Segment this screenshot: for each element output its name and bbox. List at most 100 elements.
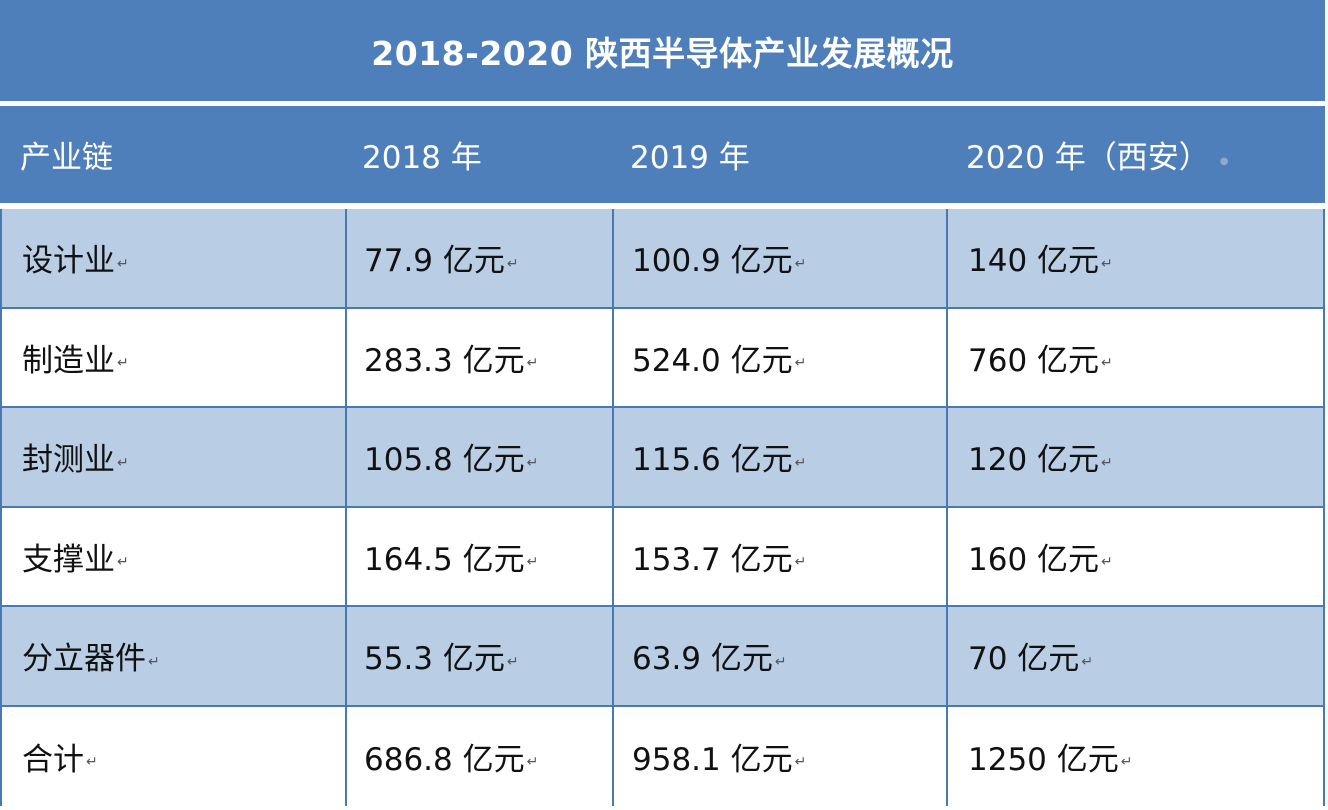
row-label: 分立器件 [22,641,146,678]
value-cell: 115.6 亿元 ↵ [632,408,806,506]
column-divider [345,408,347,506]
cell-value: 1250 亿元 [968,741,1119,778]
value-cell: 524.0 亿元 ↵ [632,309,806,407]
row-label: 制造业 [22,342,115,379]
cell-value: 140 亿元 [968,243,1100,280]
row-label-cell: 制造业 ↵ [22,309,129,407]
column-divider [946,408,948,506]
paragraph-mark-icon: ↵ [1120,754,1133,771]
column-divider [612,607,614,705]
table-title: 2018-2020 陕西半导体产业发展概况 [0,0,1325,101]
value-cell: 1250 亿元 ↵ [968,707,1132,807]
table-row: 支撑业 ↵ 164.5 亿元 ↵ 153.7 亿元 ↵ 160 亿元 ↵ [2,507,1323,607]
column-divider [612,507,614,605]
column-divider [946,507,948,605]
paragraph-mark-icon: ↵ [526,454,539,471]
value-cell: 55.3 亿元 ↵ [364,607,519,705]
title-separator [0,101,1325,106]
table-row: 分立器件 ↵ 55.3 亿元 ↵ 63.9 亿元 ↵ 70 亿元 ↵ [2,607,1323,707]
table-body: 设计业 ↵ 77.9 亿元 ↵ 100.9 亿元 ↵ 140 亿元 ↵ 制造业 ↵ 283.3 亿元… [0,209,1325,806]
column-divider [345,507,347,605]
cell-value: 115.6 亿元 [632,442,793,479]
header-separator [0,203,1325,209]
cell-value: 760 亿元 [968,342,1100,379]
column-divider [946,209,948,307]
paragraph-mark-icon: ↵ [526,754,539,771]
header-cell-2018: 2018 年 [362,106,482,203]
header-label: 2018 年 [362,140,482,176]
value-cell: 283.3 亿元 ↵ [364,309,538,407]
paragraph-mark-icon: ↵ [794,355,807,372]
column-divider [345,209,347,307]
cell-value: 686.8 亿元 [364,741,525,778]
value-cell: 63.9 亿元 ↵ [632,607,787,705]
value-cell: 686.8 亿元 ↵ [364,707,538,807]
header-label: 产业链 [20,140,113,176]
paragraph-mark-icon: ↵ [117,454,129,471]
row-label-cell: 封测业 ↵ [22,408,129,506]
header-cell-2020-xian: 2020 年（西安） ● [966,106,1228,203]
value-cell: 958.1 亿元 ↵ [632,707,806,807]
paragraph-mark-icon: ↵ [774,653,787,670]
row-label-cell: 设计业 ↵ [22,209,129,307]
paragraph-mark-icon: ↵ [794,554,807,571]
cell-value: 524.0 亿元 [632,342,793,379]
cell-value: 164.5 亿元 [364,541,525,578]
column-divider [345,607,347,705]
cell-value: 283.3 亿元 [364,342,525,379]
paragraph-mark-icon: ↵ [148,653,160,670]
table-row: 封测业 ↵ 105.8 亿元 ↵ 115.6 亿元 ↵ 120 亿元 ↵ [2,408,1323,508]
paragraph-mark-icon: ↵ [506,255,519,272]
table-row: 制造业 ↵ 283.3 亿元 ↵ 524.0 亿元 ↵ 760 亿元 ↵ [2,308,1323,408]
column-divider [345,706,347,806]
row-label-cell: 分立器件 ↵ [22,607,160,705]
cell-value: 120 亿元 [968,442,1100,479]
cell-value: 153.7 亿元 [632,541,793,578]
column-divider [345,308,347,406]
cell-value: 958.1 亿元 [632,741,793,778]
row-label-cell: 合计 ↵ [22,707,98,807]
paragraph-mark-icon: ↵ [1081,653,1094,670]
column-divider [612,706,614,806]
value-cell: 164.5 亿元 ↵ [364,508,538,606]
column-divider [612,408,614,506]
cell-value: 100.9 亿元 [632,243,793,280]
row-label: 封测业 [22,442,115,479]
table-header-row: 产业链 2018 年 2019 年 2020 年（西安） ● [0,106,1325,203]
paragraph-mark-icon: ↵ [1101,554,1113,571]
paragraph-mark-icon: ↵ [86,754,98,771]
value-cell: 100.9 亿元 ↵ [632,209,806,307]
paragraph-mark-icon: ↵ [117,355,129,372]
paragraph-mark-icon: ↵ [526,554,539,571]
row-label: 支撑业 [22,541,115,578]
value-cell: 153.7 亿元 ↵ [632,508,806,606]
column-divider [946,607,948,705]
cell-value: 105.8 亿元 [364,442,525,479]
value-cell: 77.9 亿元 ↵ [364,209,519,307]
table-row: 合计 ↵ 686.8 亿元 ↵ 958.1 亿元 ↵ 1250 亿元 ↵ [2,706,1323,807]
header-label: 2020 年（西安） [966,140,1210,176]
paragraph-mark-icon: ↵ [506,653,519,670]
paragraph-mark-icon: ↵ [794,454,807,471]
paragraph-mark-icon: ↵ [1101,255,1113,272]
value-cell: 160 亿元 ↵ [968,508,1113,606]
column-divider [612,308,614,406]
row-label-cell: 支撑业 ↵ [22,508,129,606]
cell-value: 63.9 亿元 [632,641,773,678]
column-divider [612,209,614,307]
value-cell: 120 亿元 ↵ [968,408,1113,506]
paragraph-mark-icon: ↵ [1101,454,1113,471]
table-row: 设计业 ↵ 77.9 亿元 ↵ 100.9 亿元 ↵ 140 亿元 ↵ [2,209,1323,309]
cell-value: 55.3 亿元 [364,641,505,678]
header-cell-2019: 2019 年 [630,106,750,203]
header-cell-industry-chain: 产业链 [20,106,113,203]
value-cell: 140 亿元 ↵ [968,209,1113,307]
column-divider [946,706,948,806]
paragraph-mark-icon: ● [1219,156,1229,167]
value-cell: 105.8 亿元 ↵ [364,408,538,506]
cell-value: 70 亿元 [968,641,1080,678]
value-cell: 760 亿元 ↵ [968,309,1113,407]
cell-value: 160 亿元 [968,541,1100,578]
paragraph-mark-icon: ↵ [794,255,807,272]
header-label: 2019 年 [630,140,750,176]
